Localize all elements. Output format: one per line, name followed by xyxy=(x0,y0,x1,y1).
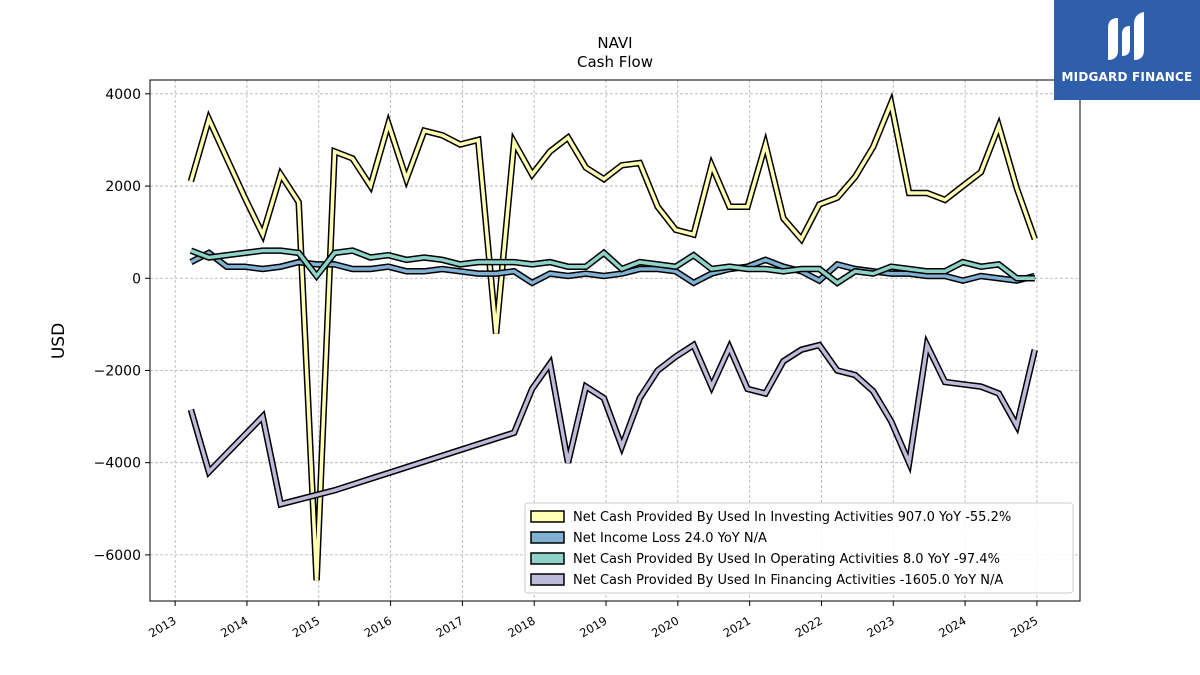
x-tick-label: 2024 xyxy=(936,613,968,640)
series-lines xyxy=(187,91,1038,581)
y-tick-label: −6000 xyxy=(94,548,141,564)
legend-swatch-net-income xyxy=(530,531,565,544)
x-tick-label: 2022 xyxy=(793,613,825,640)
legend-label-operating: Net Cash Provided By Used In Operating A… xyxy=(573,552,1000,567)
x-tick-label: 2015 xyxy=(290,613,322,640)
x-tick-label: 2023 xyxy=(864,613,896,640)
legend-swatch-investing xyxy=(530,510,565,523)
x-tick-label: 2025 xyxy=(1008,613,1040,640)
x-tick-label: 2019 xyxy=(577,613,609,640)
series-operating-line xyxy=(190,248,1035,286)
series-investing xyxy=(187,91,1038,581)
y-tick-label: −4000 xyxy=(94,456,141,472)
x-tick-label: 2013 xyxy=(146,613,178,640)
chart-subtitle: Cash Flow xyxy=(577,53,653,71)
y-axis-label: USD xyxy=(49,323,69,359)
series-operating xyxy=(189,247,1035,287)
legend-box xyxy=(524,502,1074,594)
x-tick-label: 2014 xyxy=(218,613,250,640)
logo-mark-icon xyxy=(1108,12,1144,60)
legend: Net Cash Provided By Used In Investing A… xyxy=(524,502,1074,594)
y-tick-label: −2000 xyxy=(94,363,141,379)
x-tick-label: 2016 xyxy=(362,613,394,640)
series-financing-line xyxy=(189,339,1037,507)
series-investing-line xyxy=(189,97,1037,581)
chart-title: NAVI xyxy=(597,34,632,52)
legend-swatch-operating xyxy=(530,552,565,565)
x-tick-label: 2018 xyxy=(505,613,537,640)
legend-label-financing: Net Cash Provided By Used In Financing A… xyxy=(573,573,1003,588)
y-tick-label: 2000 xyxy=(105,179,141,195)
y-tick-label: 4000 xyxy=(105,87,141,103)
plot-area xyxy=(149,79,1081,602)
logo-text: MIDGARD FINANCE xyxy=(1061,70,1193,84)
x-tick-label: 2020 xyxy=(649,613,681,640)
legend-label-net-income: Net Income Loss 24.0 YoY N/A xyxy=(573,531,767,546)
legend-swatch-financing xyxy=(530,573,565,586)
x-tick-label: 2021 xyxy=(721,613,753,640)
legend-label-investing: Net Cash Provided By Used In Investing A… xyxy=(573,510,1011,525)
series-financing xyxy=(187,334,1038,509)
series-net-income-line xyxy=(190,250,1036,285)
x-tick-label: 2017 xyxy=(434,613,466,640)
y-tick-label: 0 xyxy=(132,271,141,287)
series-net-income xyxy=(189,249,1036,287)
midgard-finance-logo: MIDGARD FINANCE xyxy=(1054,0,1200,100)
